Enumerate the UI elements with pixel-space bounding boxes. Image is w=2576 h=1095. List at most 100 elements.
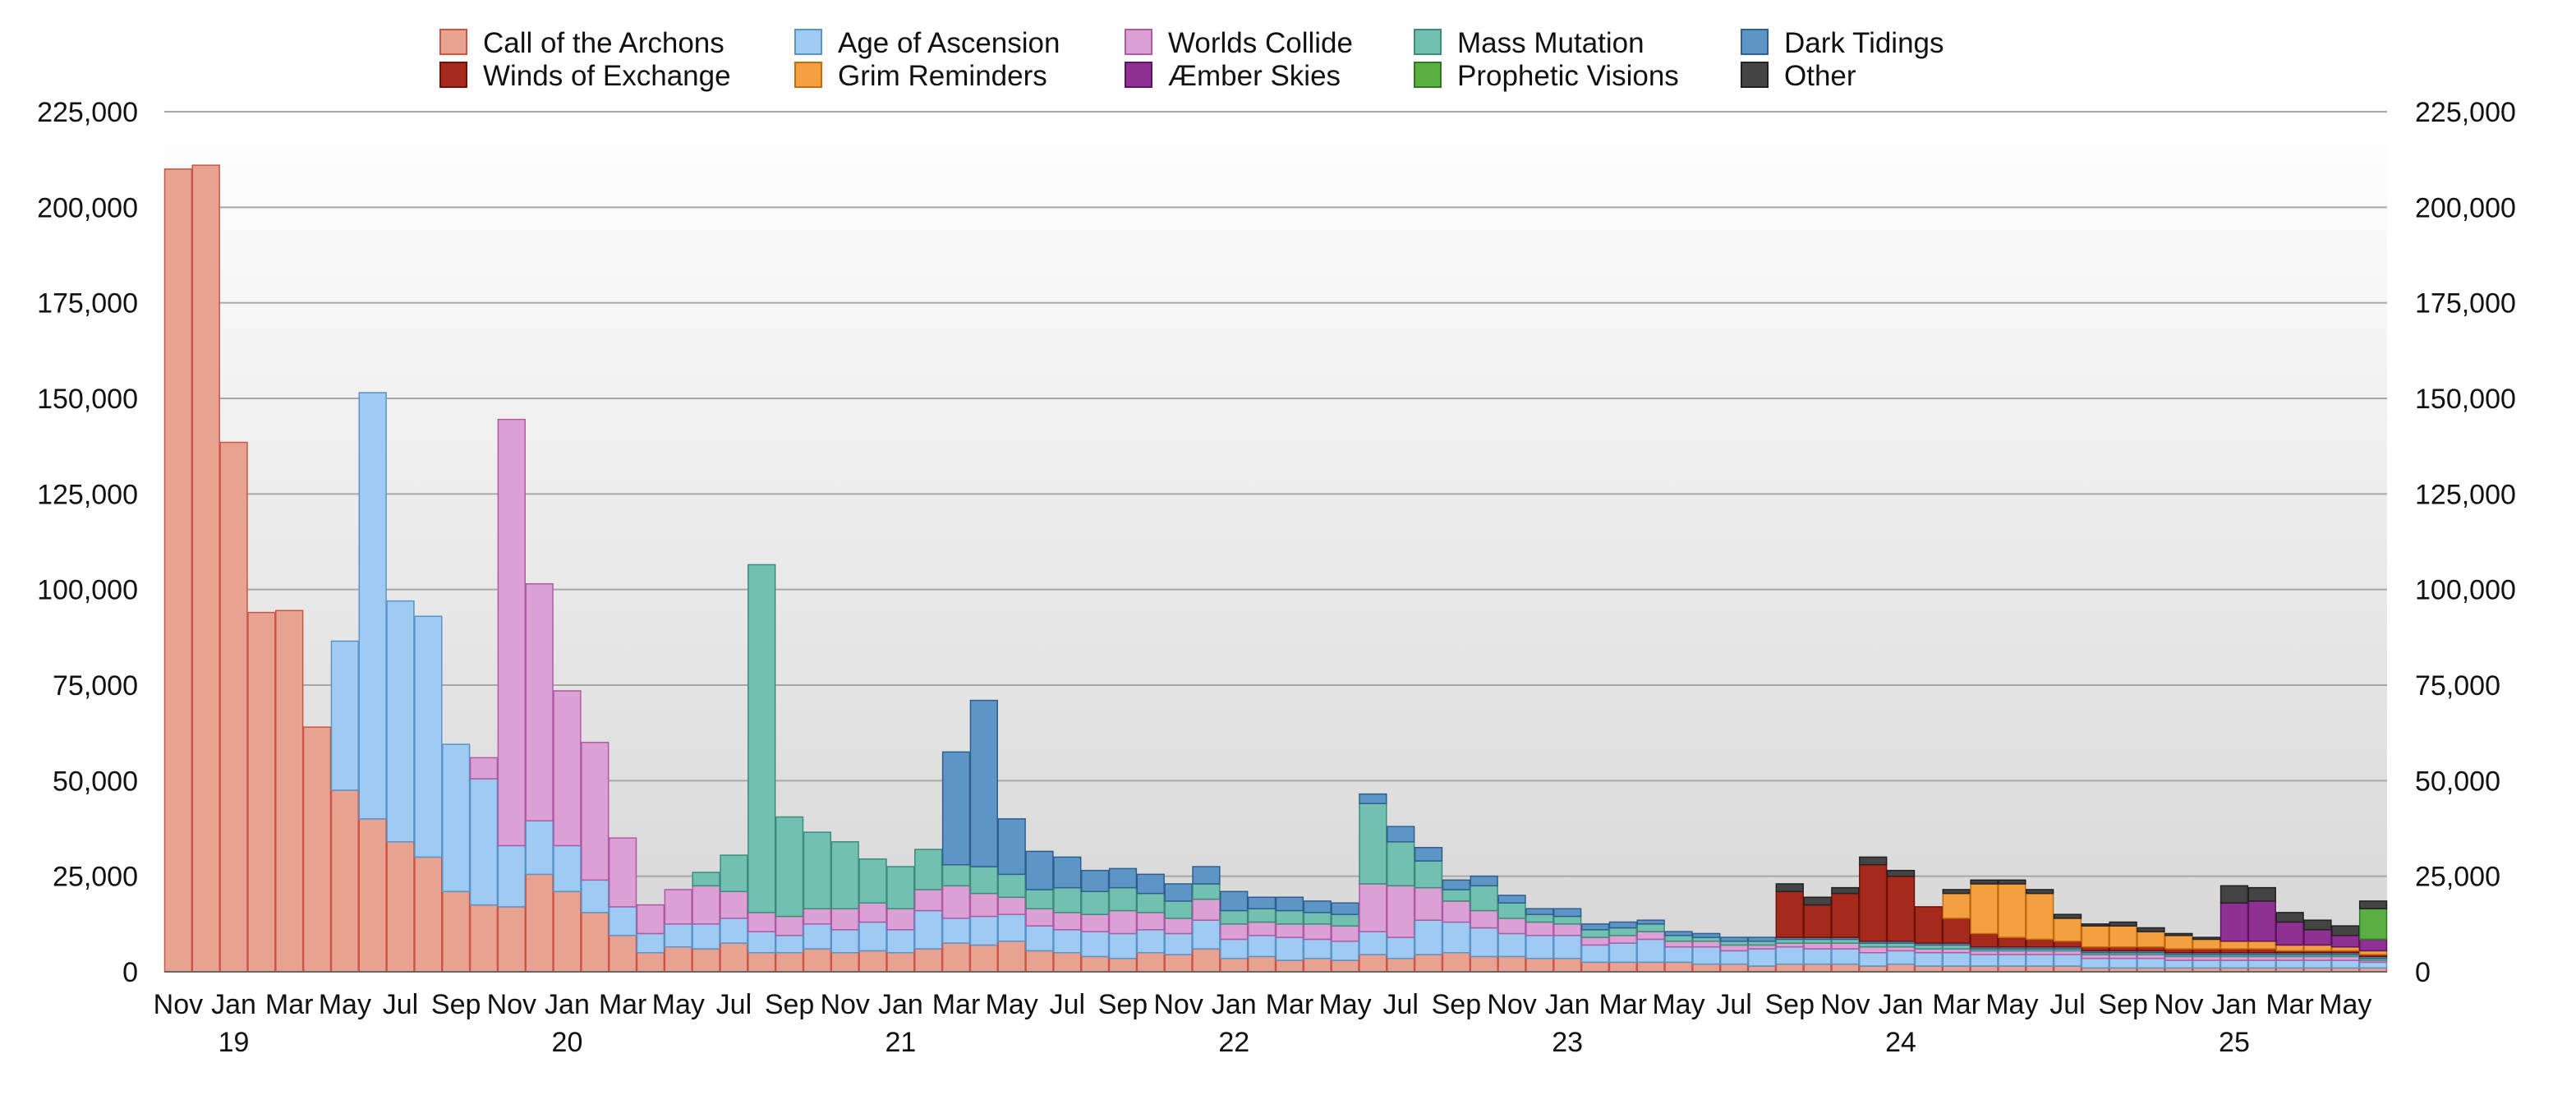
x-tick-label: Mar bbox=[1599, 989, 1648, 1020]
bar-segment bbox=[330, 640, 360, 791]
bar-segment bbox=[608, 837, 637, 908]
bar-segment bbox=[2192, 959, 2221, 969]
bar-segment bbox=[1497, 955, 1526, 973]
bar-segment bbox=[2247, 941, 2276, 950]
year-label: 20 bbox=[552, 1027, 583, 1058]
x-tick-label: Nov bbox=[1153, 989, 1203, 1020]
x-tick-label: Mar bbox=[1266, 989, 1314, 1020]
legend-item: Call of the Archons bbox=[439, 27, 724, 59]
bar-segment bbox=[2358, 900, 2388, 909]
bar-segment bbox=[302, 726, 332, 973]
bar-segment bbox=[2137, 927, 2165, 932]
legend-swatch bbox=[1414, 29, 1442, 55]
bar-segment bbox=[941, 942, 971, 973]
legend-item: Worlds Collide bbox=[1125, 27, 1353, 59]
x-tick-label: May bbox=[1318, 989, 1371, 1020]
bar-segment bbox=[720, 918, 748, 944]
bar-segment bbox=[1608, 921, 1637, 929]
bar-segment bbox=[1942, 918, 1971, 944]
bar-segment bbox=[1803, 963, 1832, 973]
y-tick-label-right: 175,000 bbox=[2415, 288, 2516, 320]
bar-segment bbox=[1331, 913, 1359, 927]
x-tick-label: Jul bbox=[2049, 989, 2085, 1020]
bar-segment bbox=[1747, 965, 1777, 973]
bar-segment bbox=[830, 841, 859, 909]
bar-segment bbox=[692, 872, 720, 887]
bar-segment bbox=[1192, 898, 1221, 921]
bar-segment bbox=[1080, 955, 1110, 973]
legend-item: Dark Tidings bbox=[1741, 27, 1944, 59]
y-tick-label-left: 200,000 bbox=[37, 192, 138, 223]
bar-segment bbox=[1331, 902, 1359, 915]
bar-segment bbox=[2192, 936, 2221, 941]
bar-segment bbox=[803, 923, 832, 950]
x-tick-label: Jan bbox=[1879, 989, 1924, 1020]
bar-segment bbox=[1775, 890, 1804, 938]
bar-segment bbox=[1636, 961, 1665, 973]
bar-segment bbox=[1719, 944, 1749, 952]
bar-segment bbox=[1553, 915, 1582, 925]
bar-segment bbox=[1942, 951, 1971, 967]
y-tick-label-right: 125,000 bbox=[2415, 479, 2516, 510]
bar-segment bbox=[775, 915, 804, 936]
bar-segment bbox=[1859, 863, 1888, 942]
bar-segment bbox=[414, 856, 443, 973]
x-tick-label: Mar bbox=[2266, 989, 2314, 1020]
bar-segment bbox=[2026, 889, 2054, 895]
year-label: 25 bbox=[2219, 1027, 2250, 1058]
bar-segment bbox=[497, 906, 526, 973]
legend-item: Mass Mutation bbox=[1414, 27, 1644, 59]
legend-swatch bbox=[439, 29, 467, 55]
bar-segment bbox=[2358, 938, 2388, 952]
bar-segment bbox=[2275, 944, 2304, 952]
bar-segment bbox=[748, 912, 776, 932]
bar-segment bbox=[775, 951, 804, 973]
bar-segment bbox=[2053, 954, 2082, 967]
bar-segment bbox=[636, 904, 665, 935]
bar-segment bbox=[1608, 935, 1637, 944]
bar-segment bbox=[1553, 923, 1582, 936]
bar-segment bbox=[2275, 912, 2304, 923]
bar-segment bbox=[330, 789, 360, 973]
bar-segment bbox=[1192, 948, 1221, 973]
bar-segment bbox=[914, 909, 943, 950]
bar-segment bbox=[219, 441, 248, 973]
legend-label: Grim Reminders bbox=[838, 60, 1047, 92]
bar-segment bbox=[1580, 929, 1610, 938]
bar-segment bbox=[2331, 959, 2360, 969]
bar-segment bbox=[386, 600, 415, 843]
bar-segment bbox=[1692, 963, 1721, 973]
x-tick-label: Mar bbox=[265, 989, 314, 1020]
bar-segment bbox=[1747, 948, 1777, 967]
bar-segment bbox=[997, 913, 1026, 942]
x-tick-label: Jan bbox=[878, 989, 923, 1020]
legend-swatch bbox=[439, 62, 467, 88]
bar-segment bbox=[2247, 959, 2276, 969]
bar-segment bbox=[2220, 941, 2249, 950]
bar-segment bbox=[636, 932, 665, 954]
bar-segment bbox=[1803, 942, 1832, 950]
bar-segment bbox=[2053, 941, 2082, 948]
y-tick-label-left: 225,000 bbox=[37, 97, 138, 128]
bar-segment bbox=[720, 942, 748, 973]
bar-segment bbox=[1359, 793, 1387, 805]
bar-segment bbox=[553, 890, 582, 973]
bar-segment bbox=[386, 841, 415, 973]
x-tick-label: Nov bbox=[1487, 989, 1536, 1020]
bar-segment bbox=[553, 844, 582, 893]
bar-segment bbox=[191, 164, 220, 973]
y-tick-label-left: 75,000 bbox=[53, 670, 138, 702]
bar-segment bbox=[1220, 923, 1249, 941]
bar-segment bbox=[2164, 959, 2193, 969]
bar-segment bbox=[830, 951, 859, 973]
bar-segment bbox=[969, 944, 999, 973]
bar-segment bbox=[969, 915, 999, 946]
bar-segment bbox=[1359, 803, 1387, 885]
bar-segment bbox=[1053, 886, 1082, 913]
bar-segment bbox=[2081, 957, 2110, 969]
bar-segment bbox=[1275, 896, 1304, 912]
bar-segment bbox=[1914, 951, 1944, 967]
bar-segment bbox=[1970, 954, 1999, 967]
legend-swatch bbox=[1741, 29, 1769, 55]
